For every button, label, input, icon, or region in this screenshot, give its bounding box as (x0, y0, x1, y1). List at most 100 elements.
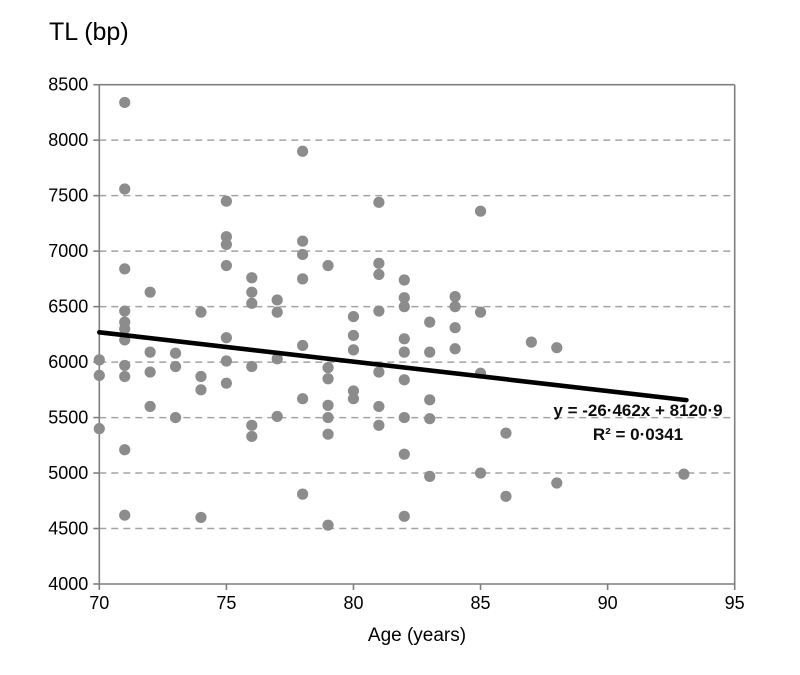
y-tick-label: 5500 (48, 408, 88, 428)
x-tick-label: 70 (89, 593, 109, 613)
scatter-point (119, 370, 131, 383)
scatter-point (119, 323, 131, 335)
scatter-point (246, 297, 258, 309)
scatter-point (322, 519, 334, 531)
scatter-point (373, 305, 385, 317)
scatter-point (398, 448, 410, 460)
scatter-point (424, 413, 436, 425)
scatter-point (474, 467, 487, 479)
scatter-point (347, 393, 360, 405)
x-tick-labels: 70 75 80 85 90 95 (89, 593, 744, 613)
scatter-point (169, 411, 182, 424)
y-tick-label: 8000 (48, 130, 88, 150)
scatter-point (322, 411, 334, 424)
scatter-point (424, 470, 436, 482)
scatter-point (195, 370, 207, 383)
scatter-point (474, 205, 487, 217)
scatter-point (322, 362, 334, 374)
trendline (97, 329, 689, 403)
scatter-point (195, 511, 207, 524)
y-tick-label: 4500 (48, 519, 88, 539)
scatter-point (424, 394, 436, 406)
scatter-point (220, 259, 232, 272)
scatter-point (297, 339, 309, 352)
x-axis-title: Age (years) (368, 625, 466, 646)
scatter-point (195, 306, 207, 318)
scatter-point (500, 490, 512, 502)
x-tick-label: 75 (216, 593, 236, 613)
scatter-point (93, 354, 105, 366)
scatter-point (297, 235, 309, 247)
scatter-point (500, 427, 512, 439)
scatter-point (271, 294, 283, 306)
scatter-point (373, 257, 385, 269)
y-tick-label: 8500 (48, 75, 88, 95)
scatter-point (169, 360, 182, 373)
scatter-point (398, 292, 410, 304)
scatter-point (271, 306, 283, 318)
scatter-point (449, 343, 461, 355)
y-tick-labels: 4000 4500 5000 5500 6000 6500 7000 7500 8000 8500 (48, 75, 88, 594)
scatter-point (119, 263, 131, 275)
scatter-point (271, 353, 283, 365)
scatter-point (449, 301, 461, 313)
scatter-point (373, 366, 385, 378)
trendline-r2-label: R² = 0·0341 (593, 425, 683, 444)
scatter-point (144, 400, 156, 413)
scatter-point (398, 301, 410, 313)
scatter-point (246, 286, 258, 298)
scatter-point (424, 316, 436, 328)
scatter-point (119, 444, 131, 456)
scatter-point (119, 183, 131, 195)
scatter-points (93, 96, 690, 531)
scatter-point (297, 145, 309, 157)
scatter-point (373, 268, 385, 281)
scatter-point (297, 248, 309, 261)
scatter-point (322, 259, 334, 272)
scatter-point (322, 399, 334, 411)
gridlines (99, 139, 735, 530)
y-tick-label: 4000 (48, 574, 88, 594)
x-tick-label: 80 (343, 593, 363, 613)
x-tick-label: 95 (725, 593, 745, 613)
scatter-point (220, 332, 232, 344)
scatter-point (144, 286, 156, 298)
scatter-point (93, 423, 105, 435)
scatter-point (220, 231, 232, 243)
scatter-point (119, 509, 131, 521)
scatter-point (246, 430, 258, 443)
scatter-point (169, 347, 182, 359)
scatter-point (424, 346, 436, 358)
scatter-point (347, 344, 360, 356)
scatter-point (297, 488, 309, 500)
scatter-point (398, 374, 410, 386)
scatter-point (449, 291, 461, 303)
scatter-point (449, 322, 461, 334)
y-tick-label: 7000 (48, 241, 88, 261)
x-tick-label: 85 (471, 593, 491, 613)
y-tick-label: 6500 (48, 297, 88, 317)
scatter-point (119, 305, 131, 317)
scatter-point (551, 477, 563, 489)
scatter-point (347, 310, 360, 323)
scatter-point (220, 355, 232, 367)
scatter-point (398, 510, 410, 522)
scatter-point (347, 329, 360, 342)
scatter-point (373, 196, 385, 208)
scatter-point (297, 273, 309, 285)
scatter-point (398, 274, 410, 286)
scatter-point (398, 333, 410, 345)
scatter-point (220, 238, 232, 251)
scatter-point (271, 410, 283, 423)
scatter-point (119, 359, 131, 372)
scatter-point (678, 468, 690, 480)
scatter-point (347, 385, 360, 397)
scatter-point (93, 369, 105, 382)
axes (93, 83, 736, 590)
scatter-point (474, 306, 487, 318)
y-tick-label: 6000 (48, 352, 88, 372)
scatter-point (195, 384, 207, 396)
y-tick-label: 5000 (48, 463, 88, 483)
